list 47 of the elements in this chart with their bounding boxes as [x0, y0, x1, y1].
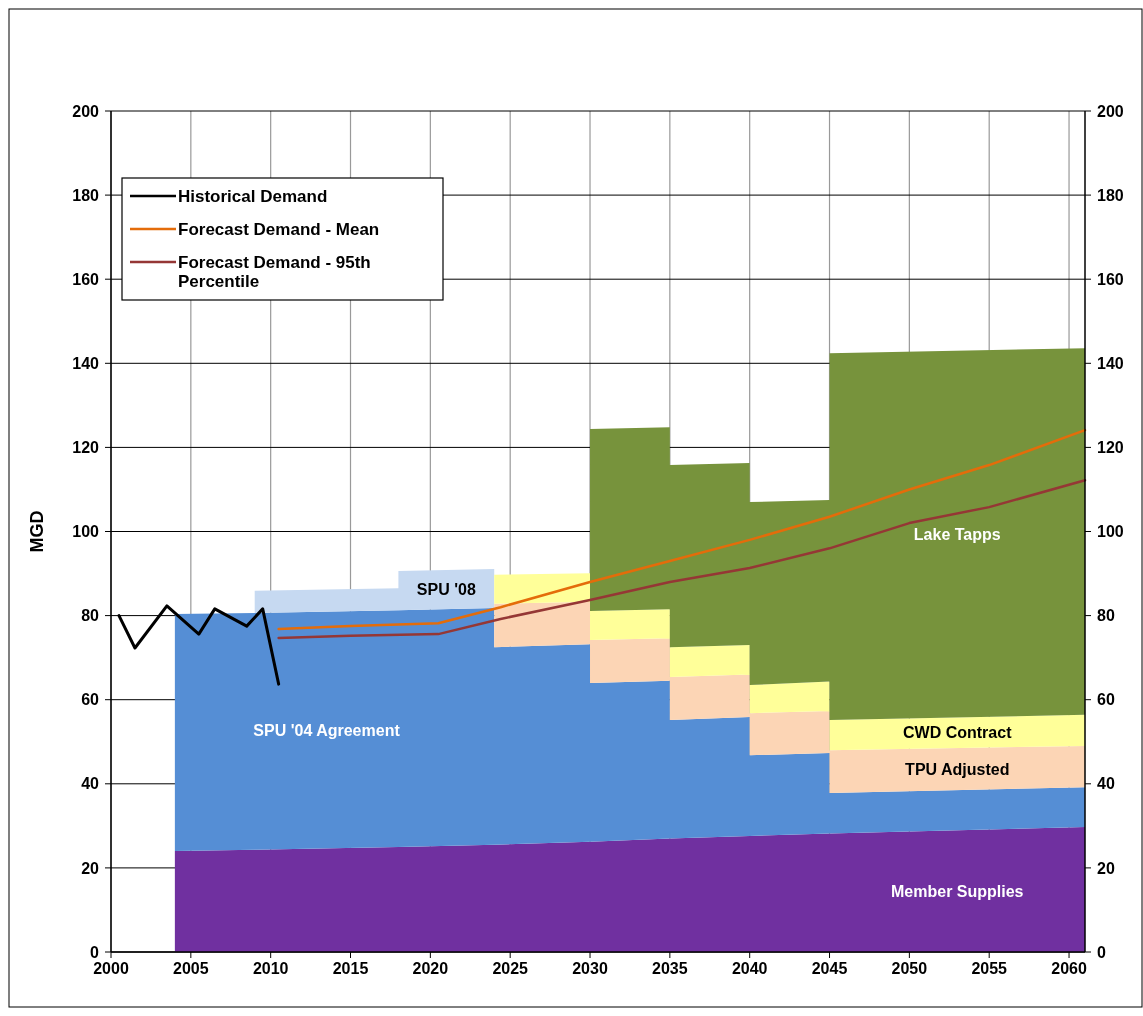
x-tick-label: 2035	[652, 960, 688, 977]
y-axis-title: MGD	[27, 510, 47, 553]
y-tick-label: 40	[81, 775, 100, 793]
y2-tick-label: 200	[1097, 102, 1124, 120]
series-label: Member Supplies	[891, 882, 1024, 900]
series-label: SPU '04 Agreement	[253, 721, 401, 739]
x-tick-label: 2030	[572, 960, 608, 977]
x-tick-label: 2005	[173, 960, 209, 977]
y-tick-label: 160	[72, 270, 100, 288]
legend-label: Forecast Demand - 95th Percentile	[178, 253, 371, 291]
x-tick-label: 2060	[1051, 960, 1087, 977]
line-series	[277, 478, 1087, 640]
legend-label: Historical Demand	[178, 187, 328, 206]
y2-tick-label: 160	[1097, 270, 1124, 288]
x-tick-label: 2010	[252, 960, 289, 977]
y2-tick-label: 40	[1097, 775, 1115, 793]
x-tick-label: 2055	[971, 960, 1008, 977]
x-tick-label: 2050	[891, 960, 928, 977]
y2-tick-label: 20	[1097, 859, 1115, 877]
y-tick-label: 80	[81, 607, 100, 625]
x-tick-label: 2015	[332, 960, 369, 977]
y2-tick-label: 120	[1097, 439, 1124, 456]
x-tick-label: 2020	[412, 960, 449, 977]
y2-tick-label: 60	[1097, 691, 1115, 709]
y2-tick-label: 100	[1097, 523, 1124, 541]
series-label: CWD Contract	[903, 724, 1013, 742]
y2-tick-label: 180	[1097, 186, 1124, 204]
y-tick-label: 120	[72, 439, 100, 456]
y-tick-label: 140	[72, 354, 100, 372]
y-tick-label: 20	[81, 859, 100, 877]
legend-label: Forecast Demand - Mean	[178, 220, 380, 239]
y-tick-label: 60	[81, 691, 100, 709]
x-tick-label: 2045	[811, 960, 848, 977]
x-tick-label: 2000	[93, 960, 129, 977]
x-tick-label: 2025	[492, 960, 529, 977]
y2-tick-label: 80	[1097, 607, 1115, 625]
series-label: TPU Adjusted	[905, 760, 1010, 778]
x-tick-label: 2040	[731, 960, 768, 977]
series-label: Lake Tapps	[913, 525, 1001, 543]
y2-tick-label: 0	[1097, 943, 1106, 961]
series-label: SPU '08	[416, 581, 476, 599]
y-tick-label: 200	[72, 102, 100, 120]
y-tick-label: 100	[72, 523, 100, 541]
line-series	[277, 428, 1087, 631]
y-tick-label: 0	[90, 943, 100, 961]
y-tick-label: 180	[72, 186, 100, 204]
y2-tick-label: 140	[1097, 354, 1124, 372]
